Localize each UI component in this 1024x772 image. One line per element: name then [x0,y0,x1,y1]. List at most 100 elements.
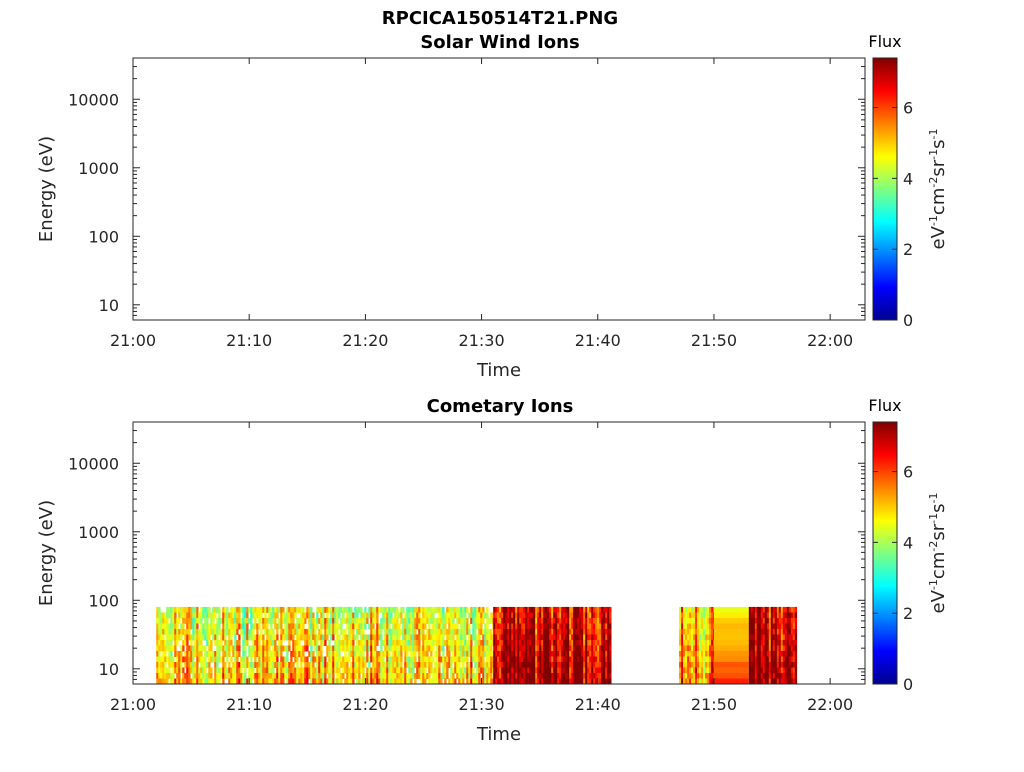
flux-cell [505,645,508,652]
flux-cell [490,656,493,663]
flux-cell [306,628,309,635]
flux-cell [768,634,772,641]
flux-cell [320,650,323,657]
flux-cell [553,667,556,674]
flux-cell [414,623,417,630]
flux-cell [174,667,177,674]
flux-cell [438,650,441,657]
flux-cell [482,617,485,624]
flux-cell [364,617,367,624]
flux-cell [234,678,237,685]
flux-cell [218,667,221,674]
flux-cell [336,645,339,652]
flux-cell [593,678,596,685]
flux-cell [188,667,191,674]
flux-cell [448,656,451,663]
flux-cell [162,634,165,641]
flux-cell [523,661,526,668]
flux-cell [314,639,317,646]
flux-cell [497,606,500,613]
flux-cell [250,656,253,663]
flux-cell [332,656,335,663]
flux-cell [539,678,542,685]
flux-cell [478,656,481,663]
flux-cell [774,612,778,619]
flux-cell [703,639,706,646]
flux-cell [462,606,465,613]
flux-cell [454,612,457,619]
flux-cell [298,617,301,624]
flux-cell [595,667,598,674]
flux-cell [581,645,584,652]
flux-cell [264,656,267,663]
flux-cell [160,634,163,641]
flux-cell [198,678,201,685]
flux-cell [607,661,610,668]
flux-cell [579,661,582,668]
flux-cell [174,650,177,657]
flux-cell [758,667,762,674]
flux-cell [609,634,612,641]
flux-cell [768,667,772,674]
flux-cell [194,645,197,652]
flux-cell [262,623,265,630]
flux-cell [551,645,554,652]
flux-cell [571,623,574,630]
flux-cell [412,606,415,613]
flux-cell [258,634,261,641]
flux-cell [308,606,311,613]
flux-cell [701,628,704,635]
flux-cell [478,623,481,630]
flux-cell [300,656,303,663]
flux-cell [198,645,201,652]
flux-cell [184,650,187,657]
flux-cell [356,650,359,657]
flux-cell [543,667,546,674]
colorbar-tick-label: 6 [903,463,913,482]
flux-cell [581,678,584,685]
flux-cell [709,661,712,668]
flux-cell [364,612,367,619]
flux-cell [595,606,598,613]
flux-cell [302,606,305,613]
flux-cell [531,672,534,679]
flux-cell [575,661,578,668]
flux-cell [452,623,455,630]
flux-cell [517,667,520,674]
flux-cell [450,656,453,663]
flux-cell [344,667,347,674]
flux-cell [758,639,762,646]
flux-cell [158,639,161,646]
flux-cell [188,645,191,652]
flux-cell [424,634,427,641]
flux-cell [521,661,524,668]
flux-cell [581,623,584,630]
flux-cell [326,645,329,652]
flux-cell [493,617,496,624]
flux-cell [575,639,578,646]
flux-cell [356,678,359,685]
flux-cell [695,667,698,674]
flux-cell [462,672,465,679]
flux-cell [182,656,185,663]
flux-cell [533,639,536,646]
flux-cell [501,678,504,685]
flux-cell [567,667,570,674]
flux-cell [786,634,790,641]
flux-cell [607,656,610,663]
flux-cell [601,656,604,663]
flux-cell [790,617,794,624]
flux-cell [531,617,534,624]
flux-cell [531,639,534,646]
flux-cell [386,612,389,619]
flux-cell [760,623,764,630]
flux-cell [290,650,293,657]
flux-cell [599,617,602,624]
flux-cell [174,639,177,646]
flux-cell [460,645,463,652]
flux-cell [545,656,548,663]
flux-cell [768,672,772,679]
flux-cell [790,661,794,668]
flux-cell [782,623,786,630]
flux-cell [442,612,445,619]
